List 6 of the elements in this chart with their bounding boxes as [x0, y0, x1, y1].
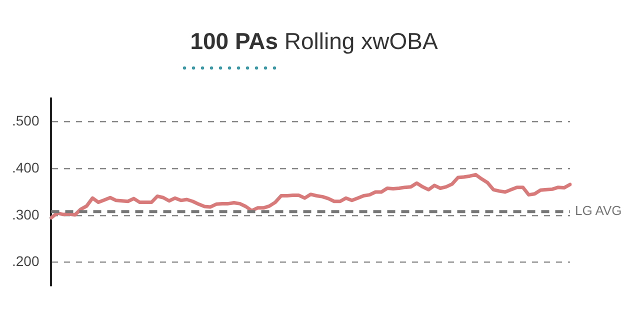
y-tick-label: .500 — [12, 112, 40, 129]
ref-line-label: LG AVG — [575, 203, 622, 218]
y-tick-label: .300 — [12, 206, 40, 222]
y-tick-label: .400 — [12, 159, 40, 176]
y-tick-label: .200 — [12, 253, 40, 270]
chart-title: 100 PAs Rolling xwOBA — [190, 28, 438, 54]
